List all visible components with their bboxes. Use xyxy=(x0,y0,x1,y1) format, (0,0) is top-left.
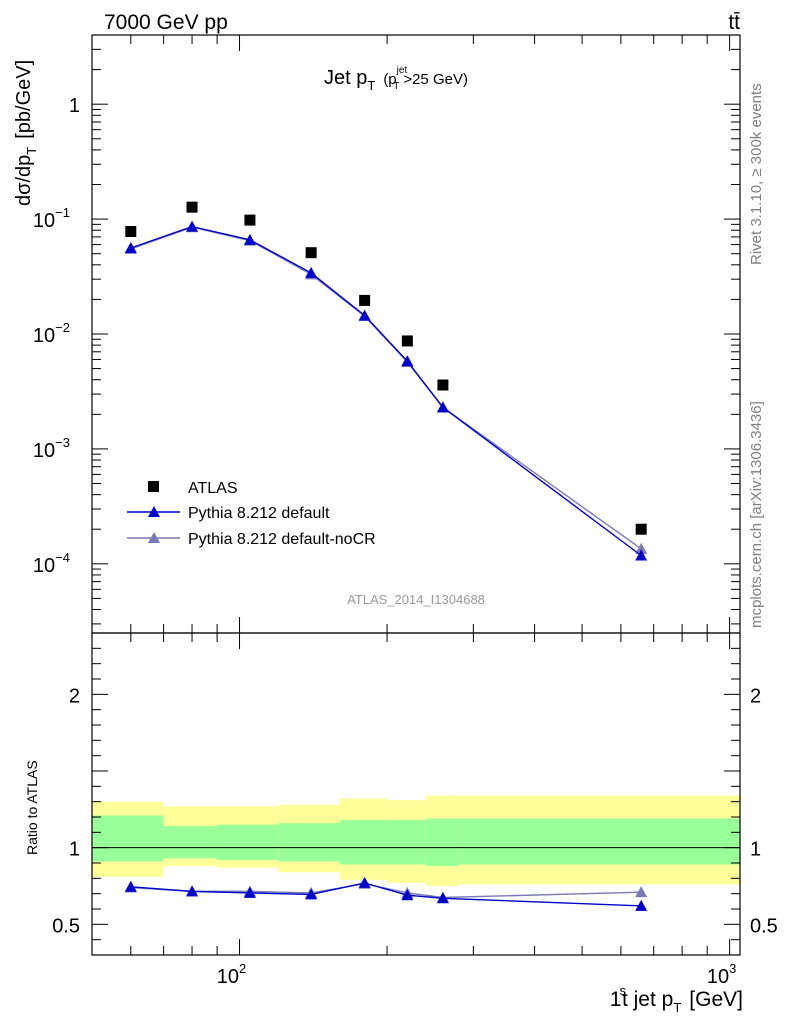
data-point-default xyxy=(436,401,449,413)
ratio-band-inner xyxy=(339,820,388,865)
xlabel-sub: T xyxy=(673,1000,681,1015)
chart-title: Jet pT (pjet T >25 GeV) xyxy=(324,65,468,93)
data-point-default xyxy=(243,233,256,245)
legend-label-nocr: Pythia 8.212 default-noCR xyxy=(188,531,376,548)
ratio-point-default xyxy=(186,885,199,897)
title-paren-rest: >25 GeV) xyxy=(403,71,468,88)
mcplots-label: mcplots.cern.ch [arXiv:1306.3436] xyxy=(748,401,765,628)
ratio-point-default xyxy=(358,876,371,888)
series-line-nocr xyxy=(130,226,642,550)
y-tick-label: 10−1 xyxy=(33,205,70,232)
xlabel-main: 1 xyxy=(610,988,622,1011)
ratio-band-inner xyxy=(163,826,218,859)
ratio-point-default xyxy=(305,888,318,900)
xlabel-rest: t jet p xyxy=(622,988,673,1011)
ratio-point-default xyxy=(124,880,137,892)
title-paren-sub: T xyxy=(393,81,399,92)
legend: ATLAS Pythia 8.212 default Pythia 8.212 … xyxy=(127,480,376,548)
data-point-atlas xyxy=(359,294,371,306)
ratio-band-inner xyxy=(458,818,740,865)
y-axis-label: dσ/dpT [pb/GeV] xyxy=(13,60,39,206)
data-point-nocr xyxy=(635,542,648,554)
ratio-y-axis-label: Ratio to ATLAS xyxy=(24,760,40,855)
data-point-default xyxy=(635,549,648,561)
axes: 102 103 1 10−1 10−2 10−3 10−4 2 2 1 1 0.5 0.5 xyxy=(33,34,778,988)
analysis-label: ATLAS_2014_I1304688 xyxy=(347,592,485,607)
ylabel-main: dσ/dp xyxy=(13,155,35,206)
ratio-point-default xyxy=(635,899,648,911)
title-paren-open: (p xyxy=(383,71,396,88)
data-point-atlas xyxy=(401,335,413,347)
ratio-line-nocr xyxy=(130,882,642,899)
xlabel-sup: s xyxy=(619,983,626,998)
data-point-default xyxy=(186,220,199,232)
data-point-atlas xyxy=(125,225,137,237)
ratio-band-inner xyxy=(217,824,279,860)
ratio-point-default xyxy=(243,886,256,898)
legend-marker-atlas xyxy=(148,481,159,492)
series-line-default xyxy=(130,225,642,557)
data-point-default xyxy=(305,266,318,278)
process-label: tt̄ xyxy=(728,11,740,34)
ratio-panel-background xyxy=(92,795,740,886)
ratio-tick-label-right: 0.5 xyxy=(750,915,778,937)
ratio-tick-label-right: 1 xyxy=(750,839,761,861)
y-tick-label: 10−2 xyxy=(33,320,70,347)
ratio-line-default xyxy=(130,882,642,907)
data-point-default xyxy=(401,355,414,367)
ratio-tick-label-right: 2 xyxy=(750,685,761,707)
x-tick-label: 102 xyxy=(217,961,246,988)
ratio-band-inner xyxy=(425,818,459,867)
legend-label-default: Pythia 8.212 default xyxy=(188,505,330,522)
legend-marker-default xyxy=(148,506,160,517)
energy-label: 7000 GeV pp xyxy=(104,11,228,34)
rivet-label: Rivet 3.1.10, ≥ 300k events xyxy=(748,83,765,265)
ratio-band-inner xyxy=(92,815,164,862)
y-tick-label: 10−3 xyxy=(33,435,70,462)
ratio-panel-frame xyxy=(91,632,741,956)
title-sub: T xyxy=(367,78,375,93)
data-point-atlas xyxy=(437,379,449,391)
ratio-point-default xyxy=(436,892,449,904)
x-tick-label: 103 xyxy=(707,961,736,988)
title-paren-sup: jet xyxy=(396,65,408,76)
ratio-panel-series xyxy=(124,876,648,911)
y-tick-label: 10−4 xyxy=(33,550,70,577)
data-point-default xyxy=(358,309,371,321)
x-axis-label: 1st jet pT [GeV] xyxy=(610,983,743,1015)
ratio-tick-label-left: 0.5 xyxy=(52,915,80,937)
y-tick-label: 1 xyxy=(69,95,80,117)
data-point-atlas xyxy=(635,523,647,535)
data-point-default xyxy=(124,242,137,254)
ratio-tick-label-left: 1 xyxy=(69,839,80,861)
main-panel-series xyxy=(124,201,648,561)
legend-marker-nocr xyxy=(148,532,160,543)
title-main: Jet p xyxy=(324,67,367,89)
ratio-band-inner xyxy=(278,823,340,862)
ylabel-unit: [pb/GeV] xyxy=(13,60,35,139)
data-point-atlas xyxy=(244,214,256,226)
data-point-atlas xyxy=(305,247,317,259)
ratio-band-inner xyxy=(387,820,426,865)
legend-label-atlas: ATLAS xyxy=(188,480,238,497)
ratio-point-nocr xyxy=(635,886,648,898)
ylabel-sub: T xyxy=(24,147,39,155)
ratio-tick-label-left: 2 xyxy=(69,685,80,707)
xlabel-unit: [GeV] xyxy=(689,988,743,1011)
ratio-point-default xyxy=(401,889,414,901)
data-point-atlas xyxy=(186,201,198,213)
